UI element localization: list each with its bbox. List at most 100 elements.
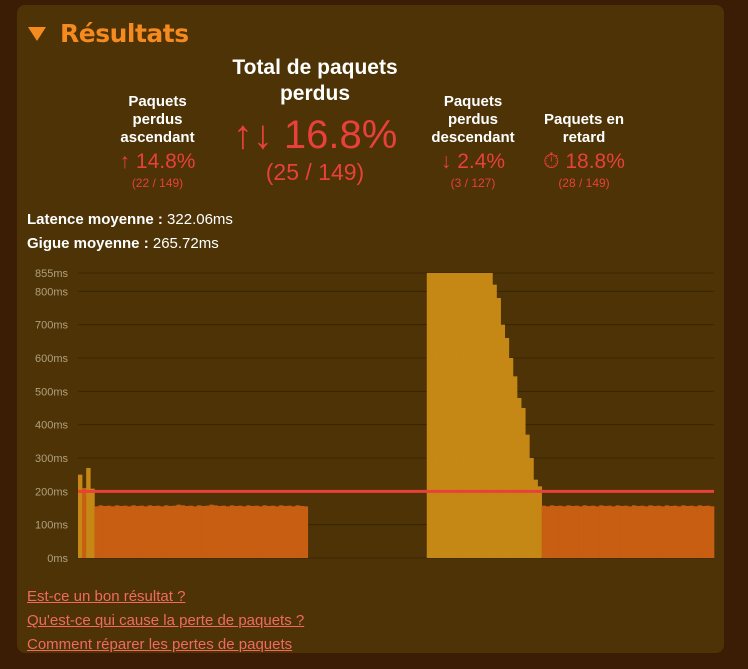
latency-bar [279, 505, 284, 558]
latency-bar [681, 505, 686, 558]
latency-bar [590, 505, 596, 558]
arrow-down-icon: ↓ [440, 150, 452, 173]
latency-bar [574, 505, 579, 558]
packet-loss-cause-link[interactable]: Qu'est-ce qui cause la perte de paquets … [27, 612, 305, 629]
latency-bar [110, 506, 116, 558]
latency-bar [640, 505, 645, 558]
latency-bar [270, 505, 276, 558]
latency-bar [705, 505, 711, 558]
latency-bar [488, 273, 493, 558]
download-loss-count: (3 / 127) [450, 176, 496, 190]
latency-bar [94, 506, 99, 558]
latency-bar [434, 273, 440, 558]
latency-bar [119, 506, 124, 558]
latency-bar [652, 506, 657, 558]
latency-bar [135, 506, 140, 558]
latency-bar [636, 506, 641, 558]
latency-bar [529, 458, 534, 558]
latency-bar [689, 505, 694, 558]
latency-bar [114, 505, 120, 558]
latency-bar [660, 506, 666, 558]
total-loss-stat: Total de paquets perdus ↑↓ 16.8% (25 / 1… [215, 55, 415, 186]
y-tick-label: 300ms [35, 453, 69, 465]
upload-loss-label: Paquets perdus ascendant [120, 93, 195, 146]
latency-bar [147, 505, 153, 558]
latency-bar [439, 273, 444, 558]
latency-bar [492, 284, 497, 558]
latency-bar [508, 358, 514, 558]
latency-bar [517, 398, 522, 558]
latency-bar [184, 506, 190, 558]
latency-bar [217, 506, 222, 558]
latency-bar [168, 506, 173, 558]
latency-bar [648, 505, 653, 558]
latency-bar [480, 273, 485, 558]
latency-bar [595, 506, 600, 558]
latency-bar [102, 506, 108, 558]
latency-bar [521, 408, 526, 558]
results-panel: Résultats Paquets perdus ascendant ↑ 14.… [17, 5, 724, 653]
latency-bar [221, 505, 227, 558]
results-header[interactable]: Résultats [28, 19, 189, 48]
latency-bar [250, 506, 255, 558]
latency-bar [644, 506, 649, 558]
latency-bar [672, 505, 678, 558]
latency-bar [78, 474, 83, 558]
download-loss-percent: 2.4% [457, 150, 506, 173]
latency-bar [196, 505, 202, 558]
y-tick-label: 0ms [47, 553, 68, 565]
late-packets-stat: Paquets en retard ⏱ 18.8% (28 / 149) [529, 111, 639, 190]
latency-bar [455, 273, 460, 558]
latency-bar [586, 506, 592, 558]
latency-bar [701, 506, 707, 558]
latency-bar [496, 298, 501, 558]
latency-bar [266, 506, 272, 558]
late-packets-value: ⏱ 18.8% [529, 150, 639, 174]
latency-bar [471, 273, 477, 558]
latency-bar [287, 505, 292, 558]
latency-chart: 0ms 100ms 200ms 300ms 400ms 500ms 600ms 700ms 80… [35, 268, 715, 565]
collapse-triangle-icon[interactable] [28, 26, 46, 41]
latency-bar [262, 505, 268, 558]
latency-bar [176, 504, 181, 558]
latency-bar [172, 505, 177, 558]
jitter-label: Gigue moyenne : [27, 235, 149, 252]
latency-bar [549, 505, 555, 558]
y-tick-label: 100ms [35, 520, 69, 532]
latency-bar [192, 506, 198, 558]
latency-bar [131, 505, 136, 558]
latency-bar [127, 506, 132, 558]
latency-bar [430, 273, 436, 558]
latency-bar [709, 506, 715, 558]
latency-bar [476, 273, 481, 558]
y-tick-label: 400ms [35, 420, 69, 432]
latency-bar [668, 506, 674, 558]
latency-bar [299, 506, 304, 558]
latency-bar [274, 506, 280, 558]
latency-bar [151, 506, 157, 558]
latency-bar [459, 273, 465, 558]
latency-bar [291, 506, 296, 558]
latency-bar [90, 488, 95, 558]
latency-bar [631, 505, 637, 558]
good-result-link[interactable]: Est-ce un bon résultat ? [27, 588, 186, 605]
y-tick-label: 855ms [35, 268, 69, 280]
y-tick-label: 200ms [35, 486, 69, 498]
latency-value: 322.06ms [167, 211, 233, 228]
help-links: Est-ce un bon résultat ? Qu'est-ce qui c… [27, 585, 304, 657]
latency-bar [533, 479, 538, 558]
fix-packet-loss-link[interactable]: Comment réparer les pertes de paquets [27, 636, 293, 653]
latency-bar [258, 506, 263, 558]
upload-loss-count: (22 / 149) [131, 176, 184, 190]
latency-bar [164, 505, 169, 558]
latency-bar [303, 506, 309, 558]
total-loss-count: (25 / 149) [265, 159, 365, 185]
latency-bar [578, 506, 583, 558]
latency-bar [484, 273, 489, 558]
latency-bar [205, 505, 210, 558]
latency-bar [627, 506, 633, 558]
latency-bar [697, 505, 702, 558]
upload-loss-percent: 14.8% [135, 150, 196, 173]
arrows-up-down-icon: ↑↓ [232, 113, 273, 157]
latency-bar [225, 506, 231, 558]
